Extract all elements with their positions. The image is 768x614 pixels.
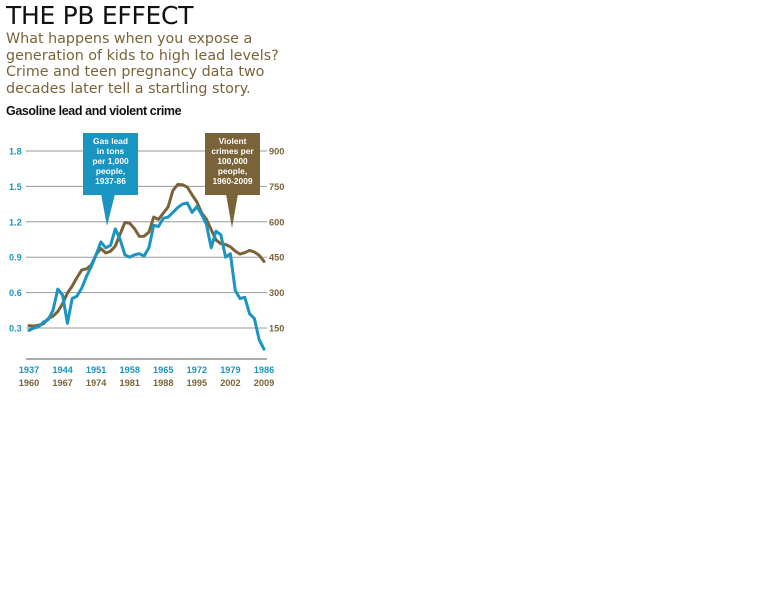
gas-lead-callout-text-line: 1937-86 bbox=[95, 176, 126, 186]
y-right-tick-label: 900 bbox=[269, 147, 284, 157]
violent-crime-callout-box bbox=[205, 133, 260, 195]
x-bottom-tick-label: 1981 bbox=[119, 378, 139, 388]
gas-lead-series-line bbox=[27, 201, 266, 351]
violent-crime-callout-text-line: crimes per bbox=[211, 146, 254, 156]
violent-crime-series-line bbox=[27, 183, 266, 328]
x-top-tick-label: 1986 bbox=[254, 365, 274, 375]
x-top-tick-label: 1937 bbox=[19, 365, 39, 375]
x-bottom-tick-label: 1974 bbox=[86, 378, 107, 388]
y-right-tick-label: 750 bbox=[269, 182, 284, 192]
x-top-tick-label: 1979 bbox=[220, 365, 240, 375]
x-top-tick-label: 1944 bbox=[52, 365, 73, 375]
violent-crime-callout-text-line: 1960-2009 bbox=[212, 176, 252, 186]
gas-lead-callout-text-line: per 1,000 bbox=[92, 156, 129, 166]
gas-lead-callout-text-line: in tons bbox=[97, 146, 125, 156]
gas-lead-callout-box bbox=[83, 133, 138, 195]
x-top-tick-label: 1958 bbox=[119, 365, 139, 375]
chart-title: Gasoline lead and violent crime bbox=[6, 104, 182, 118]
violent-crime-callout-text-line: Violent bbox=[219, 136, 247, 146]
subtitle-line-2: generation of kids to high lead levels? bbox=[6, 47, 279, 64]
y-right-tick-label: 450 bbox=[269, 253, 284, 263]
y-left-tick-label: 1.5 bbox=[9, 182, 22, 192]
x-bottom-tick-label: 1967 bbox=[52, 378, 72, 388]
page-title: THE PB EFFECT bbox=[6, 1, 194, 30]
y-left-tick-label: 0.6 bbox=[9, 288, 22, 298]
y-left-tick-label: 1.2 bbox=[9, 217, 22, 227]
violent-crime-callout-text-line: people, bbox=[218, 166, 247, 176]
x-bottom-tick-label: 1988 bbox=[153, 378, 173, 388]
x-bottom-tick-label: 2002 bbox=[220, 378, 240, 388]
subtitle-line-3: Crime and teen pregnancy data two bbox=[6, 64, 265, 81]
violent-crime-callout-pointer bbox=[226, 194, 238, 228]
subtitle-line-4: decades later tell a startling story. bbox=[6, 80, 251, 97]
lead-crime-line-chart: 0.3 0.6 0.9 1.2 1.5 1.8 150 300 450 600 750 900 1937… bbox=[9, 133, 284, 388]
subtitle-line-1: What happens when you expose a bbox=[6, 31, 253, 47]
x-bottom-tick-label: 1960 bbox=[19, 378, 39, 388]
y-right-tick-label: 300 bbox=[269, 288, 284, 298]
x-top-tick-label: 1951 bbox=[86, 365, 106, 375]
y-right-tick-label: 150 bbox=[269, 324, 284, 334]
x-bottom-tick-label: 1995 bbox=[187, 378, 207, 388]
violent-crime-callout-text-line: 100,000 bbox=[217, 156, 248, 166]
gas-lead-callout-pointer bbox=[101, 194, 115, 226]
y-right-tick-label: 600 bbox=[269, 217, 284, 227]
gas-lead-callout-text-line: Gas lead bbox=[93, 136, 128, 146]
y-left-tick-label: 1.8 bbox=[9, 147, 22, 157]
gas-lead-callout-text-line: people, bbox=[96, 166, 125, 176]
y-left-tick-label: 0.9 bbox=[9, 253, 22, 263]
subtitle: What happens when you expose a generatio… bbox=[6, 31, 296, 97]
x-top-tick-label: 1972 bbox=[187, 365, 207, 375]
x-bottom-tick-label: 2009 bbox=[254, 378, 274, 388]
x-top-tick-label: 1965 bbox=[153, 365, 173, 375]
y-left-tick-label: 0.3 bbox=[9, 324, 22, 334]
